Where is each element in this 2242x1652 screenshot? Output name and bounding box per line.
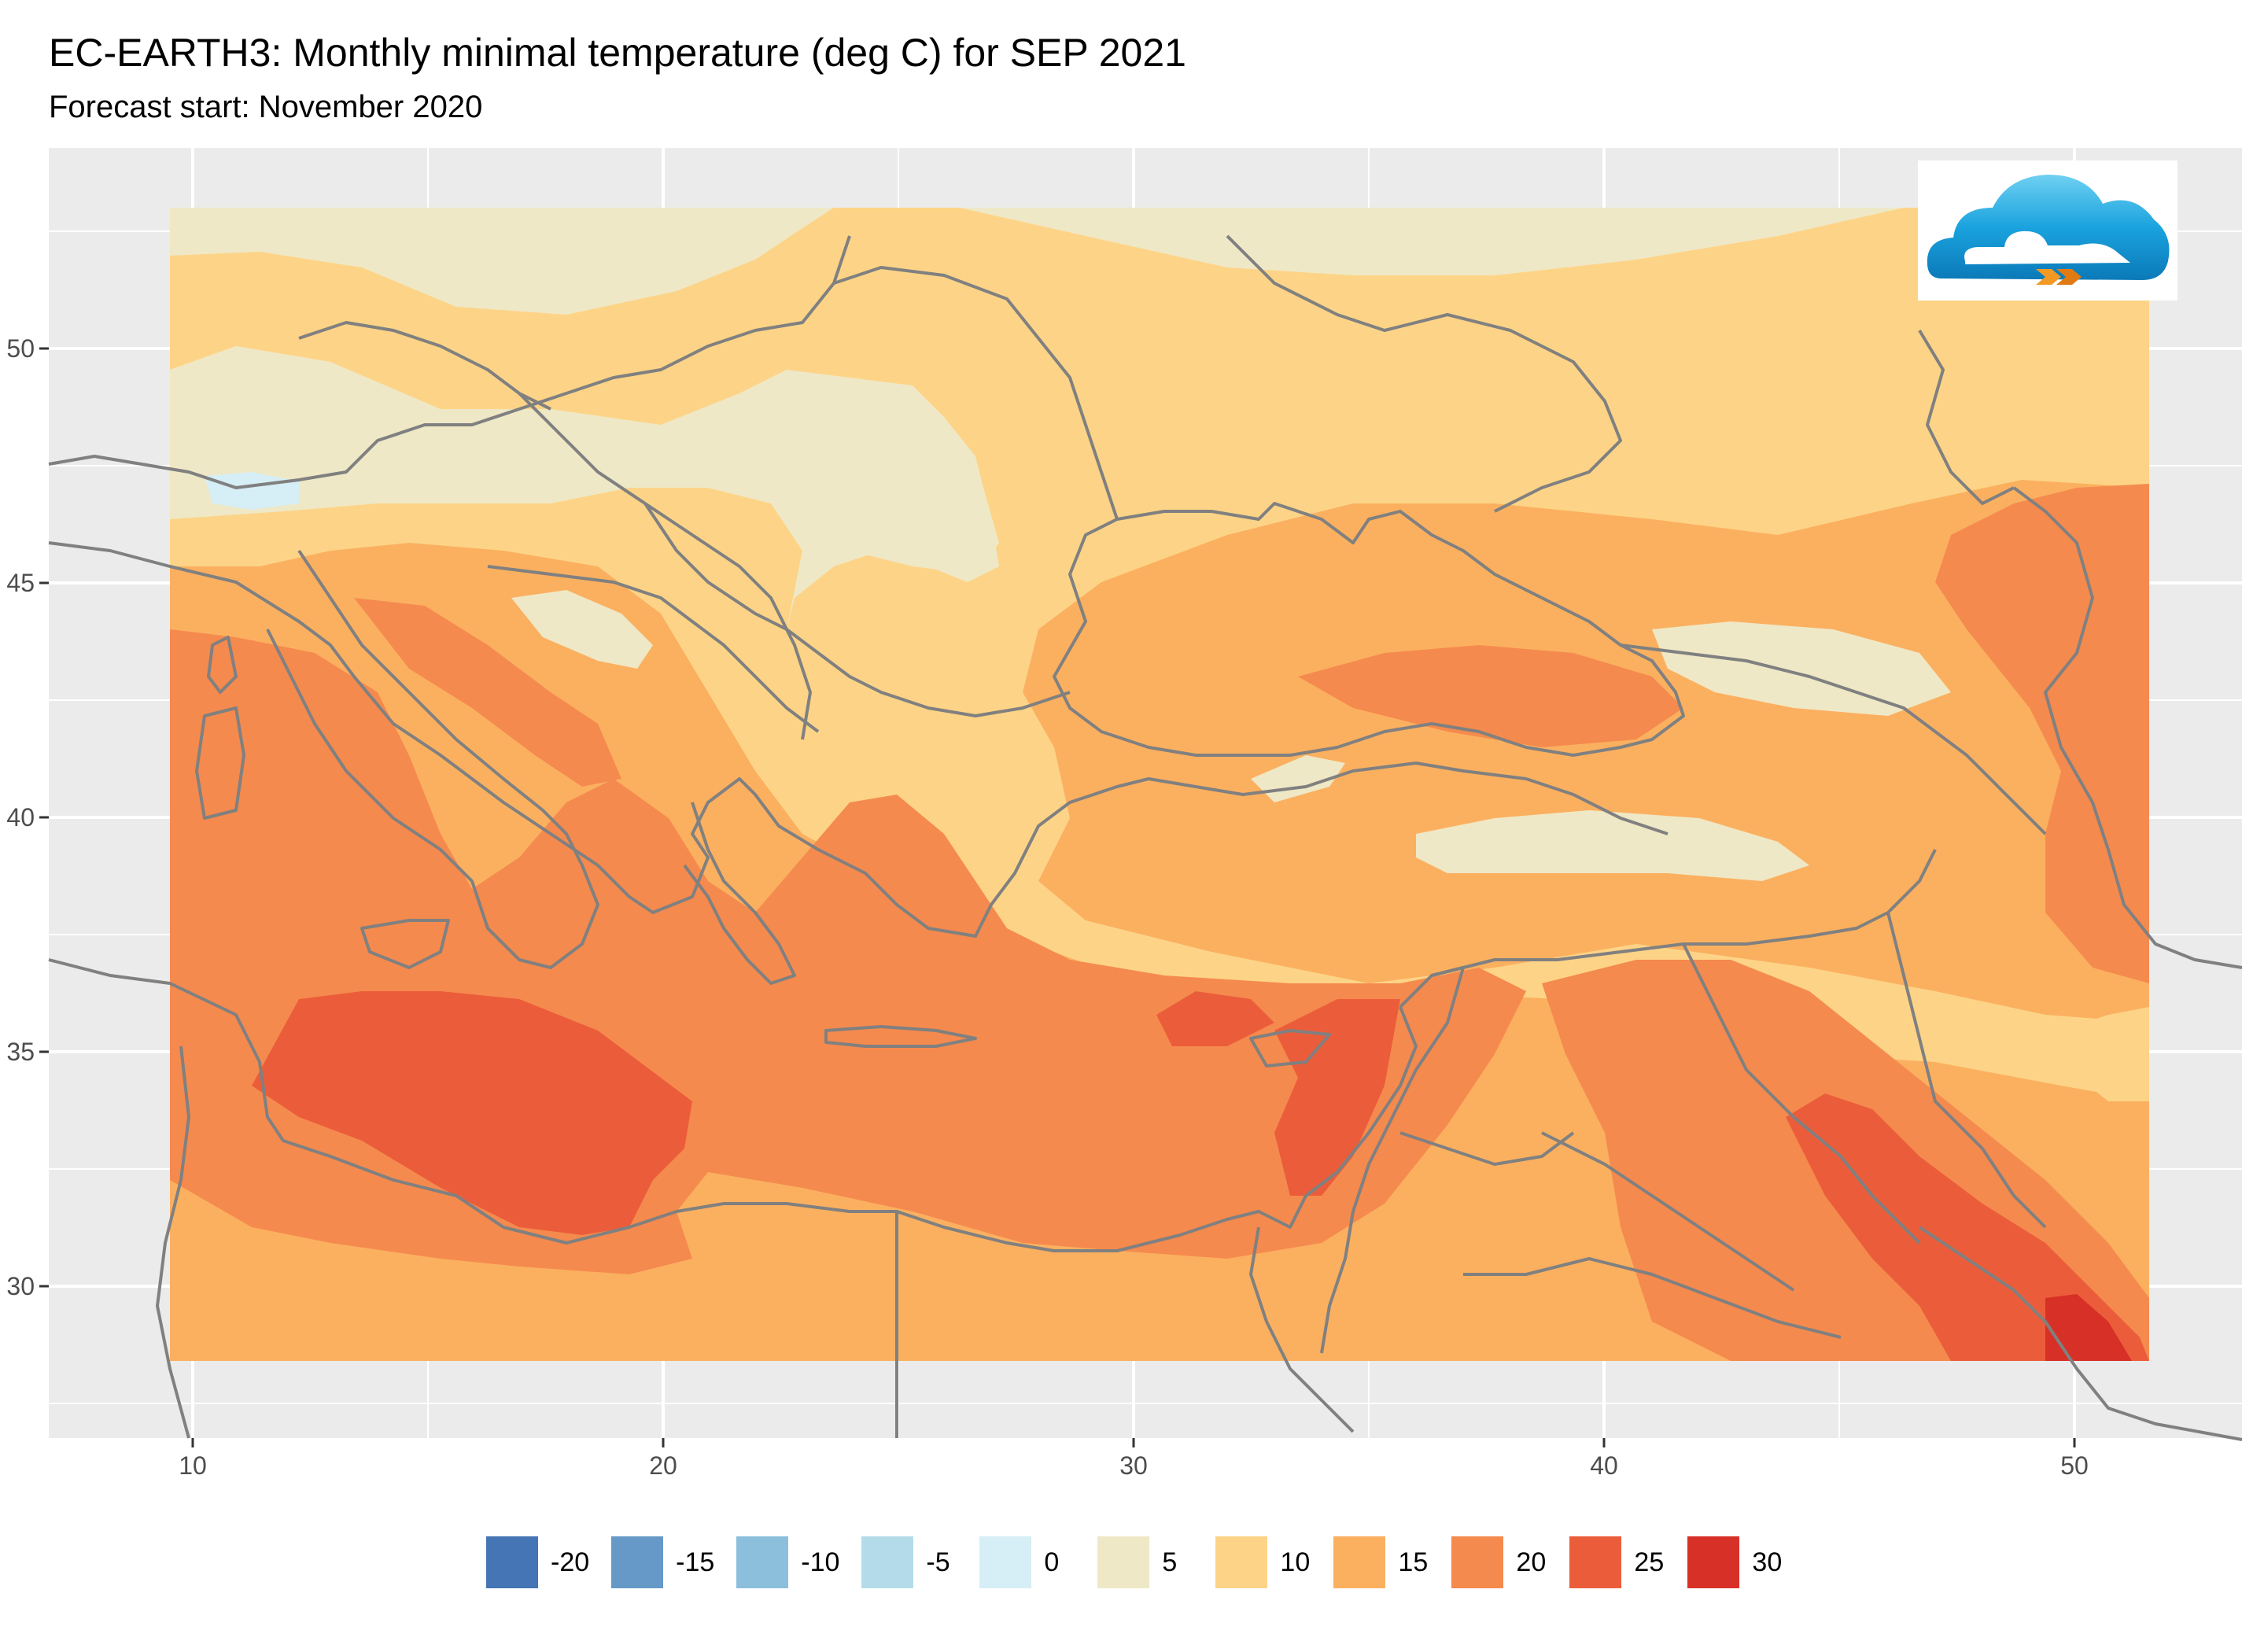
legend-label: -10 (801, 1547, 840, 1577)
legend-swatch (1687, 1536, 1740, 1588)
coast-italy (266, 549, 599, 969)
field-band-20-blacksea (1298, 645, 1683, 747)
coast-sicily (360, 919, 450, 969)
border-syria-iraq (1541, 1131, 1795, 1292)
border-tunisia (156, 1045, 190, 1439)
legend-item: 0 (979, 1536, 1075, 1588)
legend-item: 20 (1451, 1536, 1547, 1588)
legend-item: -10 (736, 1536, 839, 1588)
border-north-3 (518, 392, 812, 740)
legend-label: 30 (1752, 1547, 1783, 1577)
axis-ticks (39, 347, 2076, 1447)
y-tick-label: 35 (6, 1038, 35, 1066)
legend-item: 25 (1569, 1536, 1665, 1588)
legend-item: 15 (1333, 1536, 1429, 1588)
field-band-25-levant (1274, 999, 1400, 1196)
x-tick-label: 20 (649, 1451, 677, 1480)
legend-swatch (1451, 1536, 1504, 1588)
country-borders (48, 234, 2242, 1441)
coast-greece (683, 802, 796, 985)
legend-swatch (486, 1536, 538, 1588)
field-band-20-adriatic (354, 598, 621, 787)
legend-swatch (861, 1536, 914, 1588)
x-tick-label: 40 (1590, 1451, 1618, 1480)
field-band-25-central-med (252, 991, 692, 1235)
legend-label: -15 (676, 1547, 715, 1577)
legend-item: -5 (861, 1536, 957, 1588)
legend-item: -15 (611, 1536, 714, 1588)
coast-corsica (207, 636, 238, 694)
border-east-europe (833, 266, 1119, 520)
field-band-10-east (2061, 1007, 2149, 1101)
legend-label: -20 (551, 1547, 590, 1577)
border-caucasus (1620, 643, 2047, 835)
legend-label: 0 (1044, 1547, 1060, 1577)
y-tick-label: 45 (6, 569, 35, 597)
coast-gulf (1918, 1226, 2242, 1441)
legend-item: 5 (1097, 1536, 1193, 1588)
field-band-25-cyprus (1156, 991, 1274, 1046)
coast-red-sea (1249, 1226, 1355, 1433)
border-turkey-south (1431, 849, 1937, 977)
border-north-1 (48, 235, 851, 489)
x-tick-label: 10 (179, 1451, 207, 1480)
axis-labels: 10 20 30 40 50 50 45 40 35 30 (6, 334, 2088, 1480)
border-iraq (1682, 943, 1921, 1245)
coast-caspian-west (1918, 329, 2015, 505)
coast-crete (824, 1025, 977, 1048)
legend-label: -5 (926, 1547, 950, 1577)
y-tick-label: 30 (6, 1272, 35, 1300)
coast-africa (48, 958, 1418, 1252)
legend-swatch (1097, 1536, 1150, 1588)
color-legend: -20 -15 -10 -5 0 5 10 15 20 25 30 (486, 1536, 1805, 1588)
legend-swatch (736, 1536, 789, 1588)
field-band-25-iraq (1786, 1093, 2149, 1361)
border-balkan-3 (785, 628, 1071, 717)
x-tick-label: 50 (2060, 1451, 2089, 1480)
legend-item: 10 (1215, 1536, 1311, 1588)
field-band-5-balkan (795, 441, 999, 574)
legend-label: 5 (1162, 1547, 1178, 1577)
coast-europe (48, 541, 1669, 938)
legend-item: -20 (486, 1536, 589, 1588)
border-saudi (1463, 1257, 1842, 1339)
field-band-5-bosnia (511, 590, 653, 669)
temperature-field (170, 208, 2149, 1361)
border-iran (1886, 912, 2047, 1229)
legend-label: 10 (1280, 1547, 1311, 1577)
coast-black-sea (1053, 502, 1685, 757)
legend-swatch (1333, 1536, 1386, 1588)
border-jordan (1399, 1131, 1575, 1166)
page-subtitle: Forecast start: November 2020 (49, 90, 483, 124)
coast-sardinia (195, 706, 245, 820)
field-band-30 (2045, 1294, 2132, 1361)
legend-label: 15 (1398, 1547, 1429, 1577)
field-band-5-anatolia (1416, 810, 1809, 881)
coast-caspian (2012, 486, 2242, 969)
cloud-logo-icon (1918, 160, 2177, 301)
x-tick-label: 30 (1119, 1451, 1148, 1480)
field-band-5-west (170, 346, 999, 629)
field-band-20-caspian (1935, 484, 2149, 983)
page-title: EC-EARTH3: Monthly minimal temperature (… (49, 31, 1186, 75)
legend-swatch (979, 1536, 1032, 1588)
field-band-5-caucasus (1652, 621, 1951, 716)
y-tick-label: 50 (6, 334, 35, 363)
border-balkan-2 (643, 502, 787, 631)
coast-cyprus (1249, 1029, 1331, 1068)
border-ukraine (1226, 234, 1622, 513)
legend-label: 20 (1516, 1547, 1547, 1577)
y-tick-label: 40 (6, 803, 35, 832)
legend-swatch (1215, 1536, 1268, 1588)
legend-swatch (611, 1536, 664, 1588)
legend-swatch (1569, 1536, 1622, 1588)
legend-label: 25 (1634, 1547, 1665, 1577)
legend-item: 30 (1687, 1536, 1783, 1588)
field-band-5-north (170, 208, 1904, 315)
border-balkan-1 (487, 565, 820, 733)
